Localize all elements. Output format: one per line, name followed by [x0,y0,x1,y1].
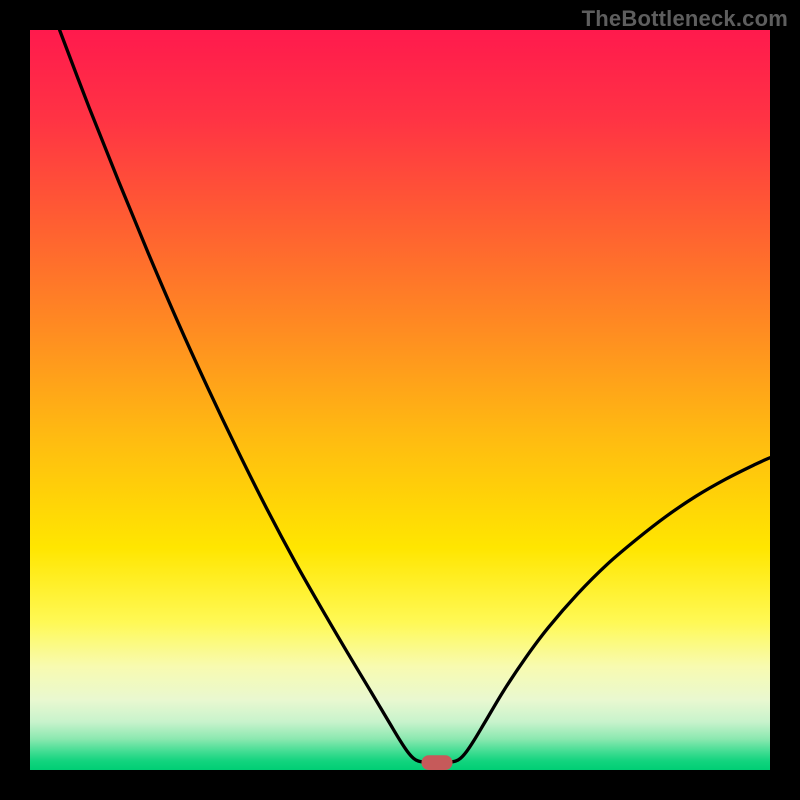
chart-background [30,30,770,770]
trough-marker [421,755,452,770]
watermark-text: TheBottleneck.com [582,6,788,32]
bottleneck-chart [0,0,800,800]
